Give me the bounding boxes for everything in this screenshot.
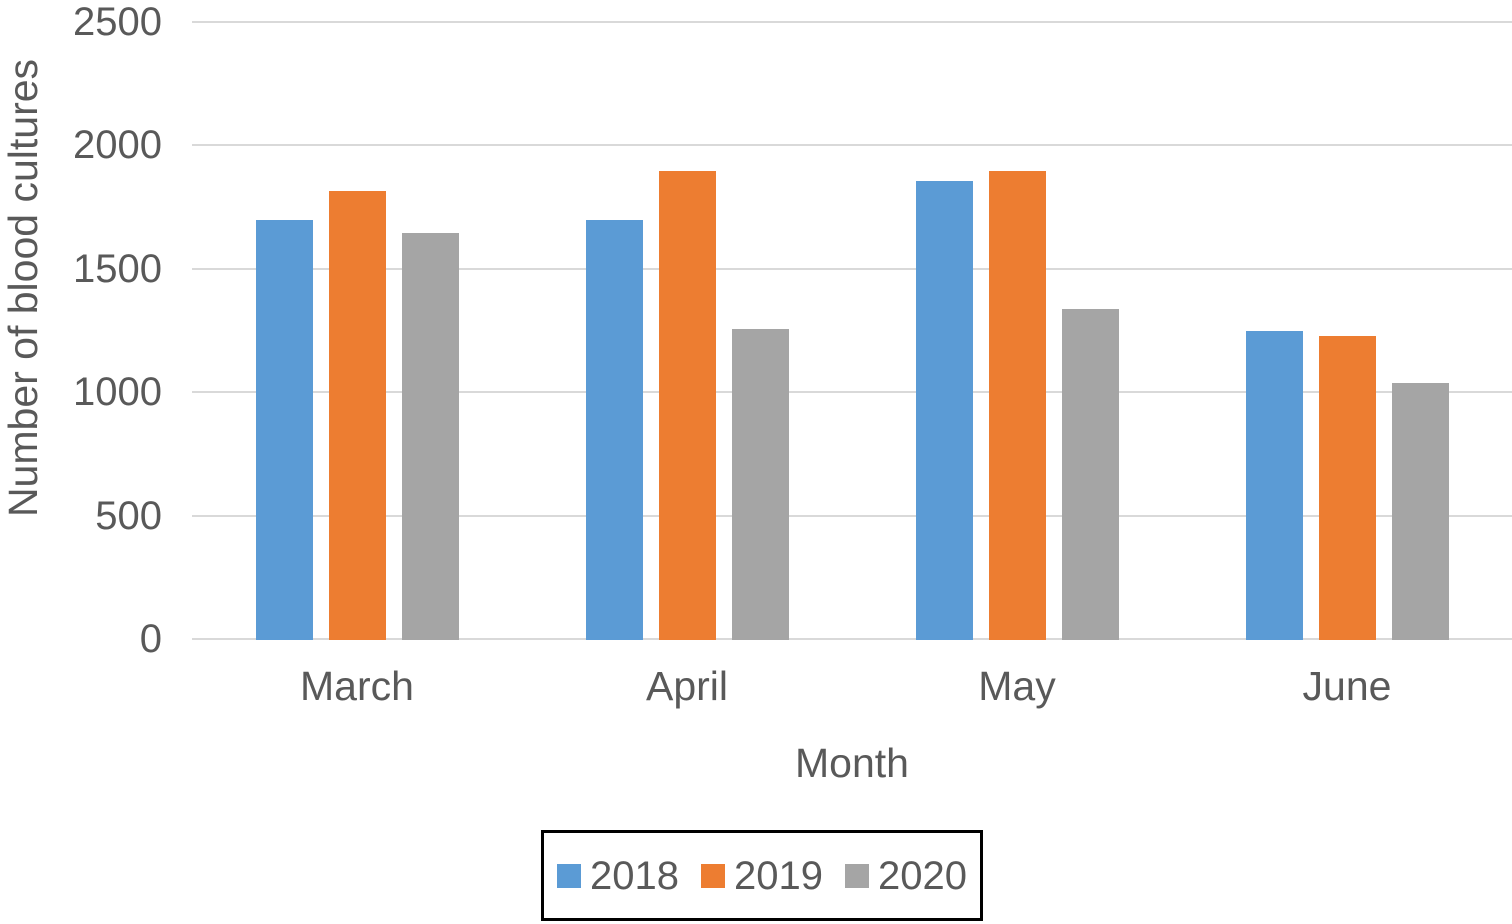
legend-label-2020: 2020	[877, 853, 967, 898]
bar-2019-may	[988, 171, 1046, 640]
y-tick-label: 500	[95, 493, 162, 538]
legend-item-2018: 2018	[557, 856, 679, 896]
x-tick-label-june: June	[1302, 663, 1392, 709]
bar-2020-april	[731, 329, 789, 640]
bar-2019-june	[1318, 336, 1376, 640]
legend-swatch-2020	[844, 863, 869, 888]
legend-item-2020: 2020	[844, 853, 967, 898]
bar-2018-june	[1245, 331, 1303, 640]
bar-2019-april	[658, 171, 716, 640]
bar-2018-april	[585, 220, 643, 640]
y-tick-label: 2000	[73, 123, 162, 168]
x-tick-label-may: May	[978, 663, 1056, 709]
y-tick-label: 1000	[73, 370, 162, 415]
gridline	[192, 21, 1512, 23]
gridline	[192, 514, 1512, 517]
y-tick-label: 0	[139, 617, 162, 661]
x-tick-label-march: March	[300, 663, 414, 709]
gridline	[192, 144, 1512, 147]
gridline	[192, 267, 1512, 270]
bar-2019-march	[328, 191, 386, 640]
gridline	[192, 391, 1512, 394]
legend-label-2019: 2019	[734, 853, 823, 898]
bar-2018-may	[915, 181, 973, 640]
legend: 2018 2019 2020	[541, 830, 983, 921]
gridline	[192, 638, 1512, 640]
bar-2020-june	[1391, 383, 1449, 640]
bar-2018-march	[255, 220, 313, 640]
legend-label-2018: 2018	[590, 853, 679, 898]
legend-item-2019: 2019	[701, 856, 823, 896]
x-tick-label-april: April	[645, 663, 729, 709]
legend-swatch-2019	[701, 863, 725, 888]
legend-swatch-2018	[557, 863, 582, 888]
bar-2020-may	[1061, 309, 1119, 640]
y-tick-label: 1500	[73, 246, 162, 291]
bar-2020-march	[401, 233, 459, 640]
x-axis-title: Month	[795, 740, 909, 786]
y-tick-label: 2500	[73, 0, 162, 44]
